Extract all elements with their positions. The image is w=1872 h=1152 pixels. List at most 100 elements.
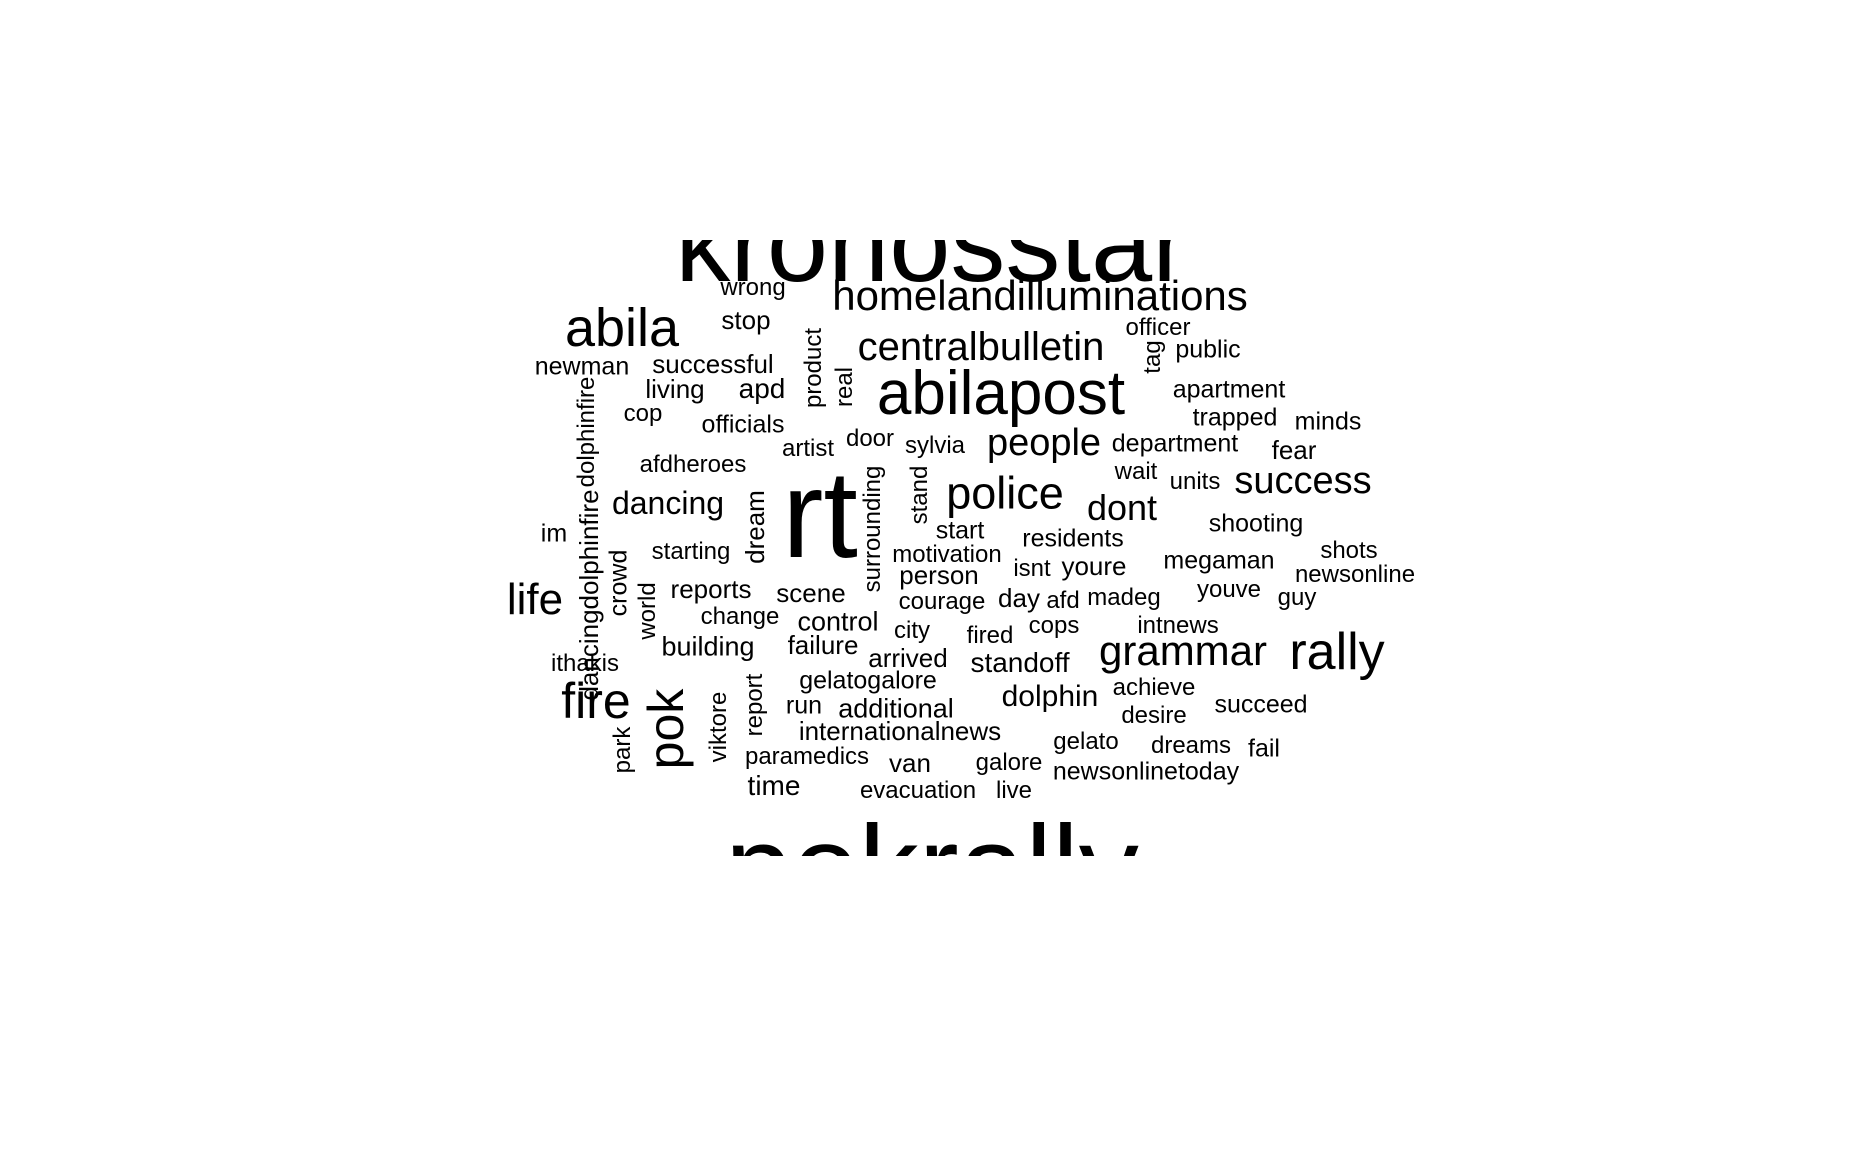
word-live: live xyxy=(995,777,1033,804)
word-pokrally: pokrally xyxy=(725,808,1139,856)
word-abila: abila xyxy=(564,298,680,358)
word-run: run xyxy=(785,691,823,720)
word-trapped: trapped xyxy=(1192,403,1278,432)
word-courage: courage xyxy=(898,588,986,615)
word-ithakis: ithakis xyxy=(550,650,620,677)
word-centralbulletin: centralbulletin xyxy=(857,325,1105,369)
word-starting: starting xyxy=(651,538,731,565)
word-rally: rally xyxy=(1289,623,1385,681)
word-dolphin: dolphin xyxy=(1001,680,1099,713)
word-kronosstar: kronosstar xyxy=(675,240,1189,305)
word-real: real xyxy=(831,366,858,408)
word-life: life xyxy=(506,575,564,624)
word-successful: successful xyxy=(652,349,774,379)
word-day: day xyxy=(998,583,1040,613)
word-success: success xyxy=(1234,460,1372,502)
word-wrong: wrong xyxy=(720,274,786,301)
word-fail: fail xyxy=(1248,734,1280,763)
word-rt: rt xyxy=(782,446,858,584)
word-reports: reports xyxy=(670,574,752,604)
word-homelandilluminations: homelandilluminations xyxy=(832,272,1248,319)
word-cloud-clip-area: kronosstarpokrallyrtabilapostabilahomela… xyxy=(400,240,1450,856)
word-additional: additional xyxy=(838,693,954,724)
word-control: control xyxy=(797,606,879,637)
word-arrived: arrived xyxy=(868,643,948,673)
word-scene: scene xyxy=(776,578,846,608)
word-public: public xyxy=(1175,335,1241,364)
word-apartment: apartment xyxy=(1172,375,1286,404)
word-youre: youre xyxy=(1061,551,1127,581)
word-evacuation: evacuation xyxy=(859,777,977,804)
word-stop: stop xyxy=(721,305,771,335)
word-sylvia: sylvia xyxy=(904,432,966,459)
word-shooting: shooting xyxy=(1208,509,1304,538)
word-im: im xyxy=(540,519,568,548)
word-pok: pok xyxy=(638,688,694,770)
word-viktore: viktore xyxy=(705,691,732,763)
word-stand: stand xyxy=(906,465,933,525)
word-officials: officials xyxy=(701,410,785,439)
word-youve: youve xyxy=(1196,576,1262,603)
word-internationalnews: internationalnews xyxy=(798,716,1002,746)
word-gelato: gelato xyxy=(1053,728,1119,755)
word-abilapost: abilapost xyxy=(876,359,1126,428)
word-apd: apd xyxy=(738,373,786,404)
word-grammar: grammar xyxy=(1098,627,1268,674)
word-units: units xyxy=(1169,468,1221,495)
word-building: building xyxy=(661,631,755,662)
word-fire: fire xyxy=(561,673,631,729)
word-department: department xyxy=(1111,429,1239,458)
word-shots: shots xyxy=(1320,537,1378,564)
word-megaman: megaman xyxy=(1163,546,1275,575)
word-tag: tag xyxy=(1139,340,1166,374)
word-officer: officer xyxy=(1125,314,1191,341)
word-fear: fear xyxy=(1271,435,1317,465)
word-afd: afd xyxy=(1046,587,1080,614)
word-van: van xyxy=(889,748,931,778)
word-fired: fired xyxy=(966,622,1014,649)
word-wait: wait xyxy=(1114,458,1158,485)
word-world: world xyxy=(634,582,661,640)
word-cops: cops xyxy=(1028,612,1080,639)
word-door: door xyxy=(845,425,895,452)
word-dream: dream xyxy=(740,490,770,564)
word-crowd: crowd xyxy=(604,549,633,617)
word-afdheroes: afdheroes xyxy=(639,451,747,478)
word-isnt: isnt xyxy=(1013,555,1051,582)
word-time: time xyxy=(747,770,801,801)
word-product: product xyxy=(800,327,827,409)
word-dont: dont xyxy=(1086,487,1158,528)
word-artist: artist xyxy=(781,435,835,462)
word-people: people xyxy=(986,422,1102,464)
word-succeed: succeed xyxy=(1214,690,1308,719)
word-failure: failure xyxy=(787,630,859,660)
word-motivation: motivation xyxy=(892,541,1002,568)
word-intnews: intnews xyxy=(1137,612,1219,639)
word-standoff: standoff xyxy=(970,647,1070,678)
word-start: start xyxy=(935,516,985,545)
word-guy: guy xyxy=(1277,584,1317,611)
word-living: living xyxy=(645,374,705,404)
word-dolphinfire: dolphinfire xyxy=(573,376,600,488)
word-park: park xyxy=(609,726,636,774)
word-dreams: dreams xyxy=(1150,732,1232,759)
word-city: city xyxy=(894,617,930,644)
word-newsonline: newsonline xyxy=(1294,561,1416,588)
word-achieve: achieve xyxy=(1112,674,1196,701)
word-paramedics: paramedics xyxy=(744,743,870,770)
word-report: report xyxy=(741,673,768,737)
word-minds: minds xyxy=(1294,407,1362,436)
word-madeg: madeg xyxy=(1087,584,1161,611)
word-dancing: dancing xyxy=(611,485,725,521)
word-newman: newman xyxy=(534,352,630,381)
word-police: police xyxy=(946,467,1064,519)
word-newsonlinetoday: newsonlinetoday xyxy=(1052,757,1240,786)
word-cop: cop xyxy=(623,400,663,427)
word-residents: residents xyxy=(1022,524,1124,553)
word-person: person xyxy=(899,560,979,590)
word-desire: desire xyxy=(1121,702,1187,729)
word-surrounding: surrounding xyxy=(859,465,886,593)
word-change: change xyxy=(700,603,780,630)
word-galore: galore xyxy=(975,749,1043,776)
